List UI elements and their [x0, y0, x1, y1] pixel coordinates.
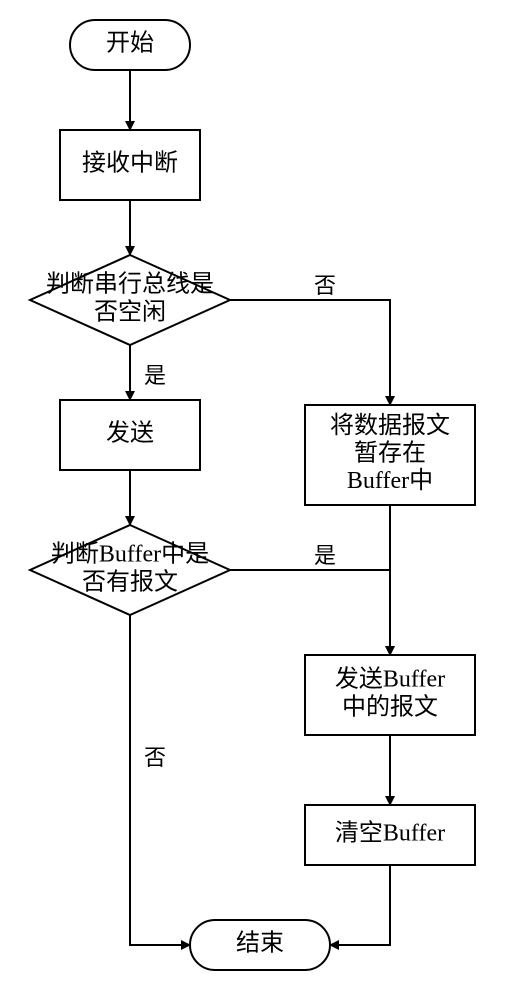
node-text-recv-l0: 接收中断	[82, 150, 178, 177]
node-text-dec1-l1: 否空闲	[94, 298, 166, 325]
node-end: 结束	[190, 920, 330, 970]
node-text-dec1-l0: 判断串行总线是	[46, 271, 214, 298]
edge-label-e-dec2-end: 否	[144, 745, 166, 770]
edge-e-clear-end	[330, 865, 390, 945]
node-sendbuf: 发送Buffer中的报文	[305, 655, 475, 735]
node-dec2: 判断Buffer中是否有报文	[30, 525, 230, 615]
node-text-send-l0: 发送	[106, 420, 154, 447]
node-text-sendbuf-l1: 中的报文	[342, 693, 438, 720]
node-buf: 将数据报文暂存在Buffer中	[305, 405, 475, 505]
node-clear: 清空Buffer	[305, 805, 475, 865]
node-recv: 接收中断	[60, 130, 200, 200]
edge-label-e-dec1-send: 是	[144, 363, 166, 388]
node-start: 开始	[70, 20, 190, 70]
edge-label-e-dec2-sendbuf: 是	[314, 543, 336, 568]
node-send: 发送	[60, 400, 200, 470]
edge-e-dec2-sendbuf	[230, 570, 390, 655]
node-text-start-l0: 开始	[106, 30, 154, 57]
node-text-clear-l0: 清空Buffer	[335, 820, 445, 847]
flowchart-canvas: 是否是否开始接收中断判断串行总线是否空闲发送将数据报文暂存在Buffer中判断B…	[0, 0, 505, 1000]
node-text-dec2-l1: 否有报文	[82, 568, 178, 595]
node-text-buf-l1: 暂存在	[354, 440, 426, 467]
edge-e-dec1-buf	[230, 300, 390, 405]
node-text-end-l0: 结束	[236, 930, 284, 957]
node-text-sendbuf-l0: 发送Buffer	[335, 666, 445, 693]
node-text-buf-l0: 将数据报文	[330, 412, 450, 439]
edge-e-dec2-end	[130, 615, 190, 945]
node-dec1: 判断串行总线是否空闲	[30, 255, 230, 345]
edge-label-e-dec1-buf: 否	[314, 273, 336, 298]
node-text-dec2-l0: 判断Buffer中是	[51, 541, 209, 568]
node-text-buf-l2: Buffer中	[347, 467, 433, 494]
